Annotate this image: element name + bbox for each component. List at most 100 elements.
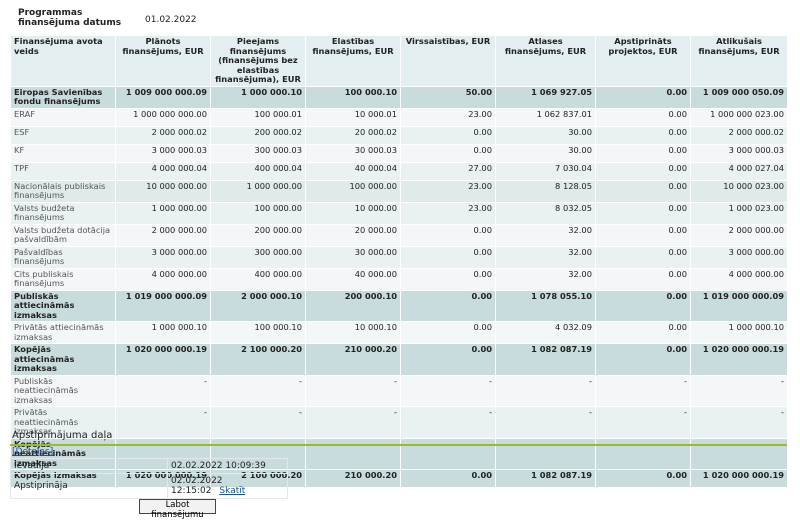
cell: 2 100 000.20	[210, 343, 306, 376]
date-label: Programmas finansējuma datums	[18, 8, 122, 28]
cell: 100 000.00	[305, 179, 401, 203]
column-header: Elastības finansējums, EUR	[305, 35, 401, 87]
cell: 1 000 000.10	[210, 85, 306, 109]
cell: 0.00	[400, 289, 496, 322]
cell: 0.00	[595, 223, 691, 247]
column-header: Plānots finansējums, EUR	[115, 35, 211, 87]
date: 02.02.2022 12:15:02	[171, 476, 223, 496]
table-row: Cits publiskais finansējums 4 000 000.00 4…	[10, 267, 788, 291]
cell: 40 000.04	[305, 161, 401, 181]
cell: 30 000.03	[305, 143, 401, 163]
cell: -	[400, 374, 496, 407]
cell: 0.00	[400, 143, 496, 163]
cell: 4 000 000.00	[690, 267, 788, 291]
cell: 1 082 087.19	[495, 343, 596, 376]
approval-row: Ievadīja 02.02.2022 10:09:39	[10, 458, 288, 474]
cell: 1 020 000 000.19	[690, 343, 788, 376]
cell: 1 009 000 000.09	[115, 85, 211, 109]
cell: 1 000 000.00	[210, 179, 306, 203]
cell: 23.00	[400, 107, 496, 127]
cell: 32.00	[495, 267, 596, 291]
column-header: Apstiprināts projektos, EUR	[595, 35, 691, 87]
cell: 0.00	[595, 267, 691, 291]
cell: 8 128.05	[495, 179, 596, 203]
cell: 300 000.03	[210, 143, 306, 163]
approval-row: Apstiprināja 02.02.2022 12:15:02 Skatīt	[10, 473, 288, 499]
table-row: TPF 4 000 000.04 400 000.04 40 000.04 27.00 7…	[10, 161, 788, 181]
cell: -	[690, 406, 788, 439]
cell: 10 000.10	[305, 321, 401, 344]
cell: -	[690, 374, 788, 407]
table-row: Privātās attiecināmās izmaksas 1 000 000.…	[10, 321, 788, 344]
row-label: Pašvaldības finansējums	[10, 245, 116, 269]
row-label: Privātās neattiecināmās izmaksas	[10, 406, 116, 439]
cell: 200 000.00	[210, 223, 306, 247]
cell: 1 000 000 023.00	[690, 107, 788, 127]
row-label: ESF	[10, 125, 116, 145]
row-label: Valsts budžeta dotācija pašvaldībām	[10, 223, 116, 247]
cell: 3 000 000.03	[690, 143, 788, 163]
edit-button[interactable]: Labot finansējumu	[139, 499, 216, 520]
date: 02.02.2022 10:09:39	[171, 461, 266, 471]
cell: 1 000 000.10	[690, 321, 788, 344]
cell: 10 000 023.00	[690, 179, 788, 203]
cell: 0.00	[400, 321, 496, 344]
cell: 210 000.20	[305, 343, 401, 376]
column-header: Atlikušais finansējums, EUR	[690, 35, 788, 87]
cell: 210 000.20	[305, 469, 401, 488]
cell: 400 000.04	[210, 161, 306, 181]
cell: 20 000.02	[305, 125, 401, 145]
table-row: ERAF 1 000 000 000.00 100 000.01 10 000.01 2…	[10, 107, 788, 127]
cell: -	[595, 374, 691, 407]
cell: 0.00	[595, 343, 691, 376]
cell: 30.00	[495, 143, 596, 163]
cell: 0.00	[400, 267, 496, 291]
cell: 7 030.04	[495, 161, 596, 181]
cell: -	[495, 437, 596, 470]
details-link[interactable]: [Detaļas]	[12, 447, 54, 457]
approval-label: Apstiprināja	[10, 473, 168, 499]
table-row: Eiropas Savienības fondu finansējums 1 00…	[10, 85, 788, 109]
cell: 23.00	[400, 179, 496, 203]
cell: 100 000.01	[210, 107, 306, 127]
cell: 1 020 000 000.19	[690, 469, 788, 488]
row-label: Eiropas Savienības fondu finansējums	[10, 85, 116, 109]
cell: 1 062 837.01	[495, 107, 596, 127]
cell: -	[400, 437, 496, 470]
cell: 3 000 000.03	[115, 143, 211, 163]
table-row: Kopējās attiecināmās izmaksas 1 020 000 0…	[10, 343, 788, 376]
cell: 2 000 000.10	[210, 289, 306, 322]
cell: 2 000 000.00	[690, 223, 788, 247]
approval-label: Ievadīja	[10, 458, 168, 474]
cell: 0.00	[595, 469, 691, 488]
cell: 23.00	[400, 201, 496, 225]
cell: 0.00	[595, 321, 691, 344]
header-row: Finansējuma avota veids Plānots finansēju…	[10, 35, 788, 87]
column-header: Virssaistības, EUR	[400, 35, 496, 87]
table-row: Nacionālais publiskais finansējums 10 000…	[10, 179, 788, 203]
view-link[interactable]: Skatīt	[219, 486, 246, 496]
cell: 0.00	[400, 125, 496, 145]
cell: 300 000.00	[210, 245, 306, 269]
row-label: KF	[10, 143, 116, 163]
cell: 100 000.10	[305, 85, 401, 109]
table-row: Publiskās neattiecināmās izmaksas - - - - - - -	[10, 374, 788, 407]
cell: 32.00	[495, 223, 596, 247]
row-label: TPF	[10, 161, 116, 181]
table-row: KF 3 000 000.03 300 000.03 30 000.03 0.00 30.…	[10, 143, 788, 163]
cell: 27.00	[400, 161, 496, 181]
row-label: Nacionālais publiskais finansējums	[10, 179, 116, 203]
date-value: 01.02.2022	[145, 15, 197, 25]
cell: 0.00	[400, 469, 496, 488]
cell: 1 082 087.19	[495, 469, 596, 488]
row-label: Publiskās attiecināmās izmaksas	[10, 289, 116, 322]
cell: -	[305, 437, 401, 470]
cell: 10 000.00	[305, 201, 401, 225]
cell: 2 000 000.02	[690, 125, 788, 145]
cell: 2 000 000.00	[115, 223, 211, 247]
cell: -	[305, 406, 401, 439]
row-label: Publiskās neattiecināmās izmaksas	[10, 374, 116, 407]
cell: -	[210, 406, 306, 439]
funding-table: Finansējuma avota veids Plānots finansēju…	[10, 35, 788, 488]
